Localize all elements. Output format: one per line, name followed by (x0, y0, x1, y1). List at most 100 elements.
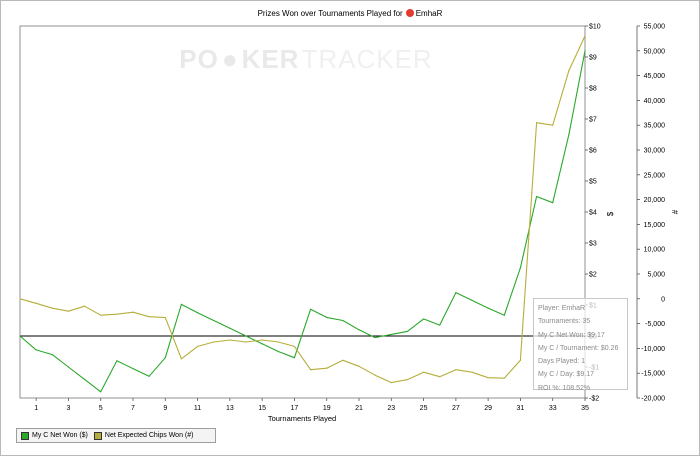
title-prefix: Prizes Won over Tournaments Played for (257, 9, 403, 18)
y-chips-tick-label: 40,000 (644, 98, 666, 105)
svg-text:PO●KERTRACKER: PO ● KERTRACKER (179, 44, 432, 74)
series-point-my-c-net-won (51, 354, 53, 356)
x-tick-label: 3 (66, 405, 70, 412)
series-point-my-c-net-won (519, 267, 522, 269)
x-tick-label: 27 (452, 405, 460, 412)
x-tick-label: 25 (420, 405, 428, 412)
series-point-net-expected-chips-won (19, 298, 21, 300)
x-tick-label: 11 (194, 405, 201, 412)
series-point-net-expected-chips-won (406, 379, 409, 381)
tooltip-per-tournament: My C / Tournament: $0.26 (538, 344, 619, 352)
plot-area (19, 25, 586, 399)
legend-swatch-expected-chips (93, 431, 102, 440)
y-dollar-tick-label: $2 (589, 272, 597, 279)
series-point-my-c-net-won (132, 367, 134, 370)
x-tick-label: 29 (484, 405, 492, 412)
watermark-ker: KER (242, 44, 300, 74)
series-point-net-expected-chips-won (100, 314, 102, 316)
series-point-my-c-net-won (67, 366, 70, 368)
series-point-my-c-net-won (100, 391, 102, 393)
y-chips-tick-label: 0 (661, 296, 665, 303)
series-point-my-c-net-won (552, 202, 554, 204)
y-chips-tick-label: 45,000 (644, 73, 666, 80)
watermark-chip-icon: ● (222, 44, 239, 74)
series-point-net-expected-chips-won (358, 365, 360, 367)
title-player: EmhaR (415, 9, 443, 18)
series-point-net-expected-chips-won (439, 376, 441, 378)
series-point-my-c-net-won (374, 336, 376, 339)
series-point-net-expected-chips-won (455, 369, 457, 371)
series-point-my-c-net-won (229, 327, 231, 329)
series-point-my-c-net-won (19, 335, 21, 337)
series-point-net-expected-chips-won (309, 369, 312, 371)
y-dollar-tick-label: $6 (589, 148, 597, 155)
series-point-my-c-net-won (148, 375, 150, 377)
series-point-my-c-net-won (439, 324, 441, 326)
series-point-my-c-net-won (180, 303, 183, 305)
x-tick-label: 7 (131, 405, 135, 412)
series-point-net-expected-chips-won (51, 307, 53, 309)
y-axis-label-chips: # (671, 209, 680, 214)
series-point-net-expected-chips-won (261, 339, 263, 341)
y-chips-tick-label: 25,000 (644, 172, 666, 179)
series-point-my-c-net-won (584, 50, 586, 52)
legend-item-expected-chips[interactable]: Net Expected Chips Won (#) (93, 431, 194, 440)
series-point-my-c-net-won (422, 318, 425, 320)
watermark: PO ● KERTRACKER (179, 44, 432, 74)
tooltip-per-day: My C / Day: $9.17 (538, 371, 595, 379)
legend-item-net-won[interactable]: My C Net Won ($) (21, 431, 88, 440)
x-tick-label: 31 (517, 405, 525, 412)
series-point-net-expected-chips-won (584, 35, 586, 37)
y-chips-tick-label: 55,000 (644, 24, 666, 31)
series-point-net-expected-chips-won (180, 358, 183, 360)
chart-title: Prizes Won over Tournaments Played for Em… (0, 9, 700, 18)
tooltip-roi: ROI %: 108.52% (538, 384, 591, 392)
y-dollar-tick-label: $8 (589, 86, 597, 93)
series-point-my-c-net-won (342, 319, 344, 322)
series-point-net-expected-chips-won (568, 70, 570, 72)
series-point-net-expected-chips-won (213, 341, 215, 343)
x-tick-label: 9 (163, 405, 167, 412)
y-dollar-tick-label: $9 (589, 55, 597, 62)
series-point-my-c-net-won (568, 133, 570, 136)
y-chips-tick-label: 15,000 (644, 222, 666, 229)
legend-label-net-won: My C Net Won ($) (32, 432, 88, 439)
y-chips-tick-label: 10,000 (644, 247, 666, 254)
x-tick-label: 1 (34, 405, 38, 412)
series-point-my-c-net-won (309, 308, 312, 310)
series-point-my-c-net-won (503, 314, 505, 316)
x-tick-label: 33 (549, 405, 557, 412)
series-point-net-expected-chips-won (35, 302, 37, 304)
series-point-net-expected-chips-won (116, 313, 118, 315)
y-chips-tick-label: 5,000 (647, 272, 665, 279)
series-point-my-c-net-won (164, 357, 166, 359)
series-point-net-expected-chips-won (67, 310, 70, 312)
series-point-net-expected-chips-won (148, 316, 150, 318)
series-point-net-expected-chips-won (519, 359, 522, 361)
watermark-tracker: TRACKER (301, 44, 432, 74)
player-stats-tooltip: Player: EmhaR Tournaments: 35 My C Net W… (533, 298, 628, 392)
series-point-my-c-net-won (245, 335, 247, 337)
y-chips-tick-label: 30,000 (644, 148, 666, 155)
poker-chip-icon (405, 9, 414, 17)
series-point-net-expected-chips-won (487, 377, 489, 379)
series-point-my-c-net-won (116, 360, 118, 362)
series-point-my-c-net-won (196, 312, 199, 314)
y-axis-label-dollar: $ (606, 211, 615, 216)
series-line-my-c-net-won (19, 50, 586, 393)
x-tick-label: 13 (226, 405, 234, 412)
legend-label-expected-chips: Net Expected Chips Won (#) (104, 432, 194, 439)
series-point-my-c-net-won (326, 316, 328, 318)
series-point-net-expected-chips-won (390, 382, 392, 384)
x-tick-label: 35 (581, 405, 589, 412)
tooltip-player: Player: EmhaR (538, 305, 586, 312)
series-point-my-c-net-won (390, 333, 392, 336)
x-tick-label: 17 (291, 405, 299, 412)
y-chips-tick-label: 35,000 (644, 123, 666, 130)
x-tick-label: 15 (258, 405, 266, 412)
series-point-net-expected-chips-won (326, 367, 328, 369)
series-point-my-c-net-won (277, 350, 279, 353)
y-chips-tick-label: -20,000 (641, 396, 665, 403)
y-dollar-tick-label: $5 (589, 179, 597, 186)
